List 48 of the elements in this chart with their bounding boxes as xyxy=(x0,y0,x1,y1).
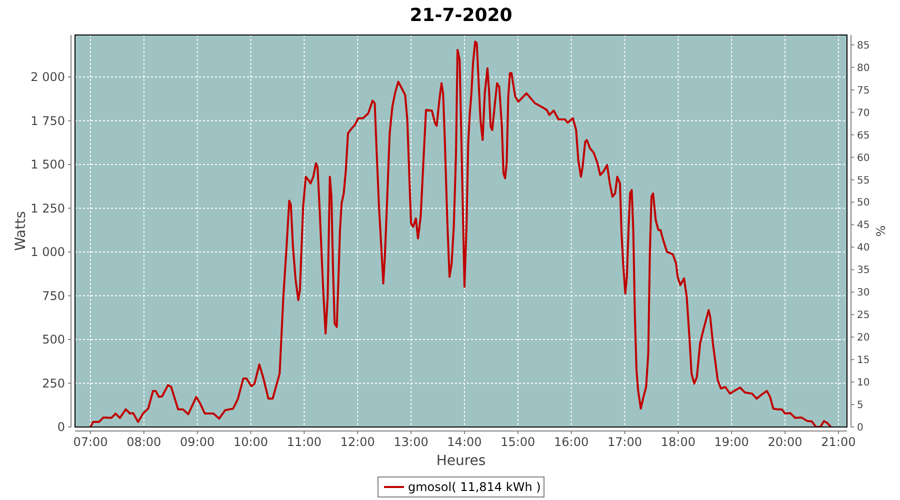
x-tick-label: 14:00 xyxy=(447,435,482,449)
y-tick-label: 500 xyxy=(42,332,65,347)
y2-tick-label: 45 xyxy=(857,220,870,232)
y2-tick-label: 70 xyxy=(857,108,870,119)
line-series xyxy=(89,40,832,427)
y2-tick-label: 40 xyxy=(857,242,870,254)
x-tick-label: 21:00 xyxy=(821,435,856,449)
y-tick-label: 1 500 xyxy=(30,158,65,172)
x-tick-label: 08:00 xyxy=(126,435,162,449)
y2-tick-label: 85 xyxy=(857,40,870,52)
x-tick-label: 19:00 xyxy=(714,435,749,449)
y-axis-title: Watts xyxy=(13,211,29,251)
x-axis-title: Heures xyxy=(436,453,486,469)
y-tick-label: 750 xyxy=(42,288,65,303)
y2-tick-label: 0 xyxy=(857,422,864,434)
x-tick-label: 16:00 xyxy=(554,435,589,449)
y2-axis-title: % xyxy=(874,225,888,237)
x-tick-label: 20:00 xyxy=(768,435,802,449)
x-tick-label: 07:00 xyxy=(73,435,108,449)
y2-tick-label: 30 xyxy=(857,288,870,299)
y2-tick-label: 20 xyxy=(857,332,870,344)
y2-tick-label: 60 xyxy=(857,152,870,164)
x-tick-label: 18:00 xyxy=(660,435,696,449)
y-tick-label: 2 000 xyxy=(30,70,65,84)
x-tick-label: 12:00 xyxy=(340,435,375,449)
x-tick-label: 15:00 xyxy=(500,435,536,449)
y2-tick-label: 50 xyxy=(857,198,870,209)
x-tick-label: 17:00 xyxy=(607,435,642,449)
y-tick-label: 1 750 xyxy=(30,114,65,128)
y-tick-label: 1 250 xyxy=(30,201,65,216)
y2-tick-label: 5 xyxy=(857,400,864,412)
y2-tick-label: 65 xyxy=(857,130,870,142)
y2-tick-label: 10 xyxy=(857,378,870,389)
chart-title: 21-7-2020 xyxy=(410,5,512,26)
y-tick-label: 0 xyxy=(57,420,65,434)
x-tick-label: 09:00 xyxy=(180,435,215,449)
y2-tick-label: 75 xyxy=(857,85,870,96)
x-tick-label: 10:00 xyxy=(233,435,268,449)
legend-label: gmosol( 11,814 kWh ) xyxy=(408,480,541,494)
y-tick-label: 250 xyxy=(42,376,65,390)
x-tick-label: 13:00 xyxy=(394,435,428,449)
y2-tick-label: 55 xyxy=(857,175,870,186)
y2-tick-label: 35 xyxy=(857,265,870,276)
x-tick-label: 11:00 xyxy=(286,435,322,449)
y-tick-label: 1 000 xyxy=(30,245,65,260)
y2-tick-label: 80 xyxy=(857,62,870,74)
y2-tick-label: 25 xyxy=(857,310,870,322)
y2-tick-label: 15 xyxy=(857,355,870,366)
